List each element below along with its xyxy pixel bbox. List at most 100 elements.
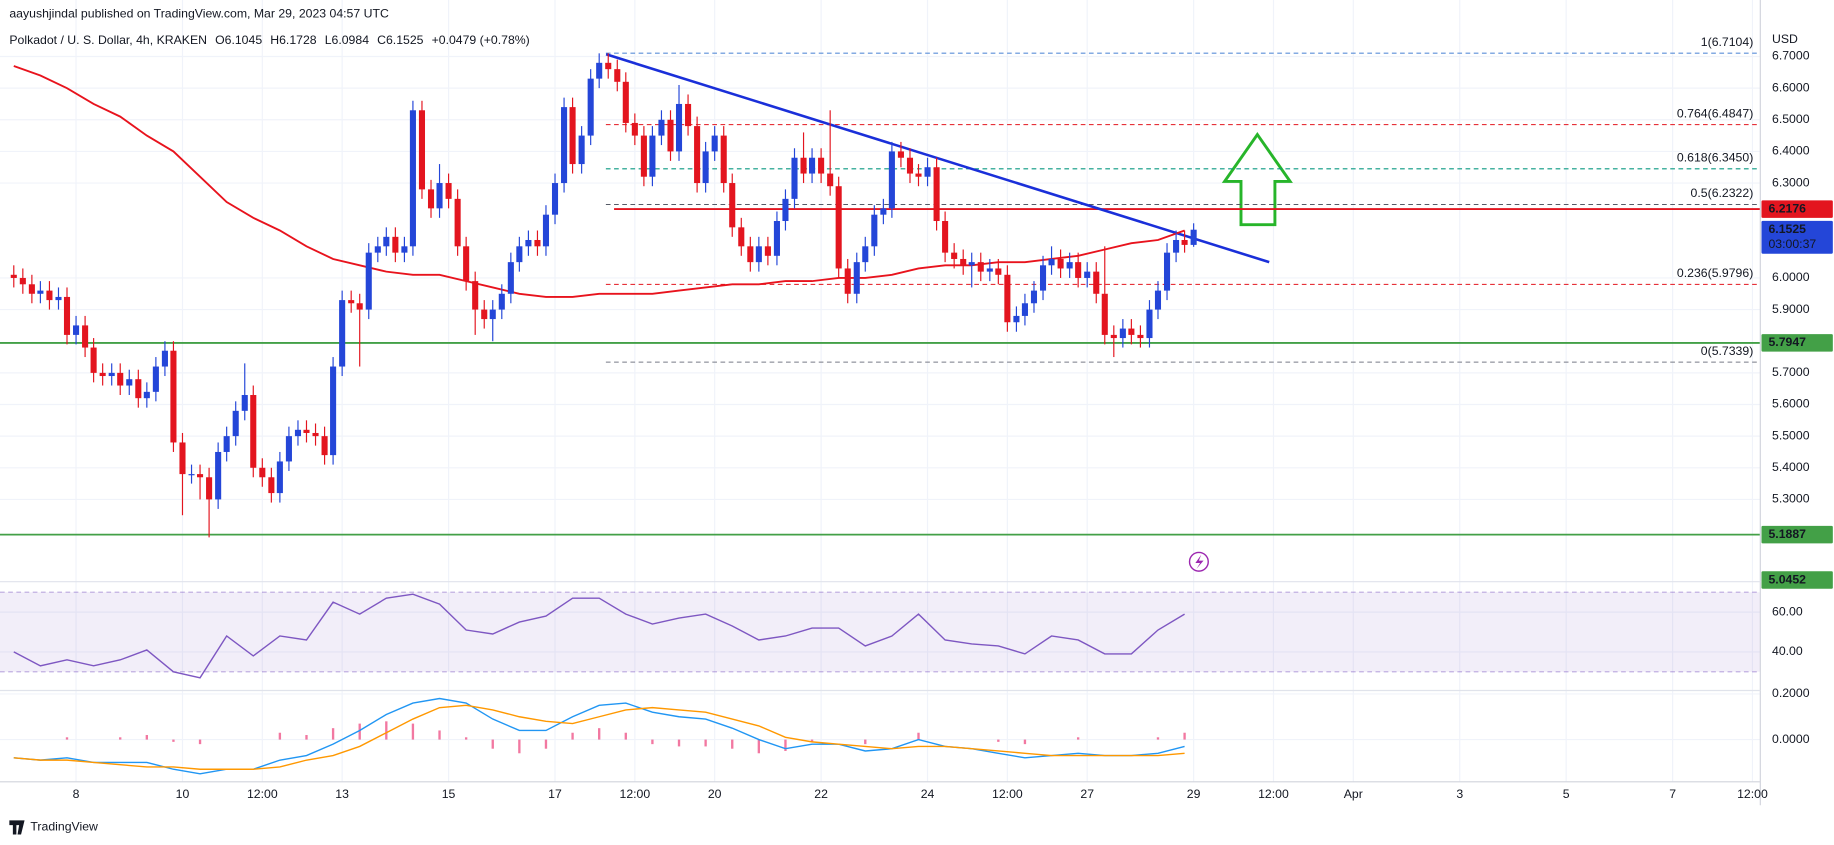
- candle-body: [534, 239, 541, 247]
- candle-body: [250, 395, 257, 468]
- candle-body: [463, 246, 470, 282]
- histogram-bar: [145, 735, 148, 740]
- y-tick-label: 5.3000: [1772, 492, 1810, 506]
- candle-body: [294, 429, 302, 437]
- histogram-bar: [65, 737, 69, 740]
- candle-body: [667, 119, 674, 152]
- low: L6.0984: [325, 33, 370, 47]
- candle-body: [99, 372, 106, 377]
- histogram-bar: [464, 737, 468, 740]
- candle-body: [720, 135, 727, 184]
- candle-body: [481, 309, 488, 320]
- y-tick-label: 5.7000: [1772, 365, 1810, 379]
- candle-body: [392, 236, 399, 253]
- y-tick-label: 5.6000: [1772, 397, 1810, 411]
- candle-body: [818, 157, 825, 174]
- candle-body: [206, 477, 213, 500]
- candle-body: [82, 325, 89, 348]
- candle-body: [1173, 239, 1180, 253]
- x-tick-label: 27: [1080, 787, 1094, 801]
- candle-body: [880, 208, 887, 215]
- candle-body: [1066, 262, 1073, 269]
- histogram-bar: [997, 739, 1000, 742]
- histogram-bar: [385, 721, 388, 740]
- candle-body: [1013, 315, 1020, 323]
- event-bolt: [1195, 554, 1204, 569]
- x-tick-label: 7: [1669, 787, 1676, 801]
- x-tick-label: 12:00: [1737, 787, 1768, 801]
- y-tick-label: 6.3000: [1772, 175, 1810, 189]
- histogram-bar: [624, 732, 627, 740]
- histogram-bar: [784, 739, 787, 751]
- footer-logo: TradingView: [9, 820, 98, 835]
- candle-body: [365, 252, 372, 310]
- symbol-line: Polkadot / U. S. Dollar, 4h, KRAKEN O6.1…: [9, 33, 529, 47]
- price-label-box: [1761, 220, 1833, 254]
- candle-body: [986, 268, 993, 272]
- candle-body: [188, 474, 195, 476]
- candle-body: [55, 296, 62, 301]
- y-tick-label: 60.00: [1772, 604, 1803, 618]
- candle-body: [232, 410, 239, 437]
- candle-body: [19, 277, 26, 285]
- candle-body: [1190, 229, 1197, 245]
- candle-body: [782, 198, 789, 222]
- candle-body: [117, 372, 124, 386]
- high: H6.1728: [270, 33, 317, 47]
- symbol: Polkadot / U. S. Dollar, 4h, KRAKEN: [9, 33, 207, 47]
- histogram-bar: [119, 737, 122, 740]
- candle-body: [658, 119, 665, 136]
- candle-body: [28, 284, 35, 294]
- histogram-bar: [704, 739, 707, 747]
- footer-brand: TradingView: [30, 820, 98, 834]
- candle-body: [37, 290, 44, 294]
- histogram-bar: [677, 739, 681, 747]
- candle-body: [844, 268, 851, 294]
- candle-body: [498, 293, 505, 310]
- candle-body: [1004, 274, 1011, 323]
- candle-body: [507, 262, 514, 294]
- candle-body: [755, 246, 762, 263]
- candle-body: [356, 303, 363, 310]
- axes: USD 8 10 12:00 13 15 17 12:00 20 22 24 12:00 27 29 12…: [0, 0, 1833, 806]
- candle-body: [179, 442, 186, 475]
- x-tick-label: 22: [814, 787, 828, 801]
- histogram-bar: [491, 739, 494, 749]
- fib-label: 0.236(5.9796): [1677, 266, 1753, 280]
- candle-body: [897, 151, 904, 158]
- candle-body: [418, 110, 426, 190]
- candle-body: [303, 429, 310, 433]
- price-unit: USD: [1772, 32, 1798, 46]
- candle-body: [773, 221, 780, 256]
- candle-body: [312, 432, 319, 437]
- y-tick-label: 5.5000: [1772, 428, 1810, 442]
- price-label: 5.0452: [1768, 572, 1806, 586]
- candle-body: [1101, 293, 1108, 335]
- candle-body: [1039, 265, 1047, 291]
- indicator-line: [13, 704, 1185, 770]
- price-label: 5.7947: [1768, 335, 1806, 349]
- histogram-bar: [731, 739, 734, 749]
- candle-body: [409, 110, 416, 247]
- candle-body: [46, 290, 53, 301]
- histogram-bar: [864, 739, 867, 745]
- marks: [0, 53, 1761, 775]
- y-tick-label: 6.6000: [1772, 80, 1810, 94]
- histogram-bar: [810, 739, 814, 742]
- x-tick-label: 24: [921, 787, 935, 801]
- histogram-bar: [757, 739, 761, 754]
- candle-body: [321, 436, 328, 456]
- candle-body: [63, 296, 71, 335]
- candle-body: [933, 167, 940, 222]
- y-tick-label: 6.5000: [1772, 112, 1810, 126]
- histogram-bar: [598, 728, 601, 740]
- candle-body: [170, 350, 177, 443]
- y-tick-label: 6.7000: [1772, 49, 1810, 63]
- candle-body: [152, 366, 159, 392]
- candle-body: [605, 62, 612, 70]
- price-label: 6.1525: [1768, 222, 1806, 236]
- candle-body: [1137, 334, 1144, 339]
- candle-body: [924, 167, 931, 177]
- candle-body: [622, 81, 629, 123]
- candle-body: [614, 69, 621, 82]
